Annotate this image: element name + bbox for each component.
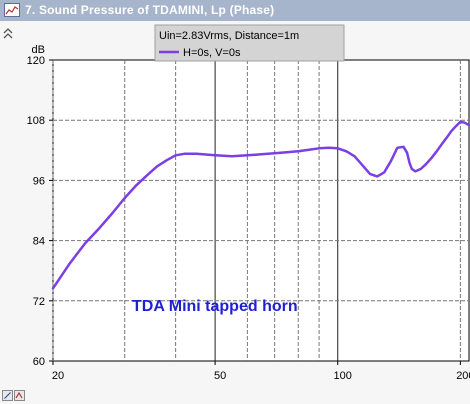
data-point <box>195 152 198 155</box>
y-tick-label: 108 <box>27 115 45 127</box>
data-point <box>454 125 457 128</box>
data-point <box>297 150 300 153</box>
data-point <box>396 146 399 149</box>
x-tick-label: 100 <box>334 370 352 382</box>
data-point <box>425 162 428 165</box>
legend-box <box>154 24 345 62</box>
x-tick-label: 20 <box>52 370 64 382</box>
data-point <box>336 147 339 150</box>
data-point <box>273 152 276 155</box>
y-tick-label: 60 <box>33 356 45 368</box>
x-tick-label: 200 <box>456 370 470 382</box>
data-point <box>84 242 87 245</box>
data-point <box>246 154 249 157</box>
series-line <box>51 120 470 290</box>
data-point <box>459 120 462 123</box>
data-point <box>98 227 101 229</box>
data-point <box>419 167 422 170</box>
data-point <box>383 171 386 174</box>
data-point <box>345 150 348 153</box>
y-tick-label: 72 <box>33 296 45 308</box>
data-point <box>414 170 417 173</box>
data-point <box>123 197 126 199</box>
plot-area <box>52 59 470 362</box>
tool-a-icon[interactable] <box>2 390 13 401</box>
data-point <box>369 172 371 175</box>
window-title: 7. Sound Pressure of TDAMINI, Lp (Phase) <box>25 3 275 17</box>
data-point <box>231 155 233 158</box>
data-point <box>183 152 186 155</box>
data-point <box>111 212 114 214</box>
tool-b-icon[interactable] <box>14 390 25 401</box>
y-tick-label: 120 <box>27 55 45 67</box>
data-point <box>214 154 217 157</box>
data-point <box>165 159 168 162</box>
legend-entry: H=0s, V=0s <box>183 47 241 59</box>
data-point <box>68 262 71 265</box>
y-tick-label: 96 <box>33 175 45 187</box>
data-point <box>445 136 448 139</box>
data-point <box>435 150 438 153</box>
data-point <box>285 151 288 154</box>
data-point <box>389 160 392 163</box>
data-point <box>145 174 148 177</box>
window-title-bar[interactable]: 7. Sound Pressure of TDAMINI, Lp (Phase) <box>0 0 470 21</box>
data-point <box>463 121 466 124</box>
x-tick-label: 50 <box>214 370 226 382</box>
chart-annotation: TDA Mini tapped horn <box>132 298 298 315</box>
collapse-arrows-icon[interactable] <box>2 27 14 43</box>
y-axis-unit-label: dB <box>32 44 45 56</box>
data-point <box>327 146 330 149</box>
data-point <box>410 167 413 170</box>
data-point <box>308 148 310 151</box>
data-point <box>135 184 138 187</box>
data-point <box>440 143 443 146</box>
data-point <box>468 124 470 127</box>
legend-header: Uin=2.83Vrms, Distance=1m <box>159 30 299 42</box>
data-point <box>361 164 364 167</box>
data-point <box>174 154 177 157</box>
y-tick-label: 84 <box>33 236 45 248</box>
data-point <box>402 145 405 148</box>
data-point <box>260 153 263 156</box>
data-point <box>406 151 408 154</box>
data-point <box>318 147 320 150</box>
data-point <box>408 161 411 164</box>
data-point <box>430 156 433 159</box>
data-point <box>376 175 379 178</box>
data-point <box>353 155 356 158</box>
data-point <box>450 130 453 133</box>
chart-window-icon[interactable] <box>4 3 20 17</box>
data-point <box>156 165 158 168</box>
data-point <box>52 287 54 290</box>
